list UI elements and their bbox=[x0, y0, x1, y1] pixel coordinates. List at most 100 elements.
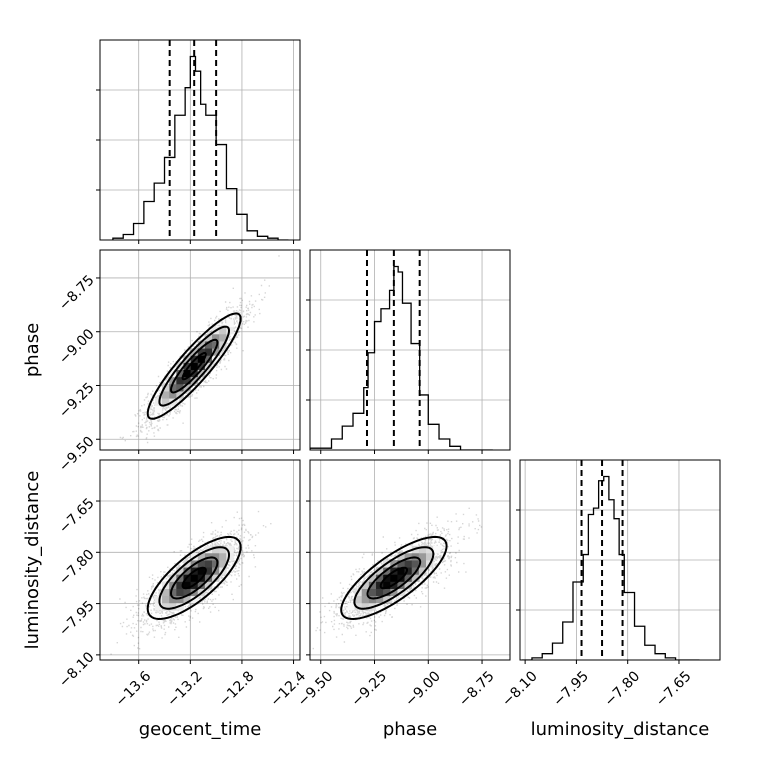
x-tick-label: −8.10 bbox=[499, 668, 541, 710]
density-cell bbox=[212, 545, 220, 554]
density-cell bbox=[212, 348, 220, 356]
x-axis-label-luminosity_distance: luminosity_distance bbox=[531, 719, 710, 740]
x-tick-label: −12.8 bbox=[216, 668, 258, 710]
density-cell bbox=[154, 602, 163, 611]
density-cell bbox=[169, 391, 177, 399]
contour bbox=[169, 556, 219, 600]
density-cell bbox=[176, 595, 184, 604]
density-cell bbox=[162, 391, 170, 399]
panel-phase-luminosity_distance: −9.50 −9.25 −9.00 −8.75 bbox=[295, 459, 511, 710]
density-cell bbox=[376, 588, 384, 597]
density-cell bbox=[390, 588, 398, 597]
density-cell bbox=[190, 376, 199, 385]
density-cell bbox=[176, 574, 184, 582]
density-cell bbox=[190, 595, 199, 604]
y-tick-label: −9.00 bbox=[56, 326, 98, 368]
density-cell bbox=[212, 552, 220, 561]
contour bbox=[158, 546, 231, 610]
density-cell bbox=[204, 560, 213, 568]
density-cell bbox=[390, 574, 398, 582]
density-cell bbox=[183, 588, 191, 597]
density-cell bbox=[183, 595, 191, 604]
density-cell bbox=[219, 545, 227, 554]
axes-frame bbox=[519, 459, 721, 661]
density-cell bbox=[376, 595, 384, 604]
x-tick-label: −9.00 bbox=[402, 668, 444, 710]
density-cell bbox=[197, 362, 206, 371]
density-cell bbox=[176, 588, 184, 597]
density-cell bbox=[183, 362, 191, 371]
density-cell bbox=[404, 545, 413, 554]
density-cell bbox=[176, 369, 184, 378]
density-cell bbox=[433, 545, 441, 554]
density-cell bbox=[219, 552, 227, 561]
density-cell bbox=[383, 588, 391, 597]
density-cell bbox=[404, 560, 413, 568]
density-cell bbox=[212, 333, 220, 342]
gridlines bbox=[310, 250, 510, 450]
density-cell bbox=[404, 581, 413, 589]
y-tick-label: −7.95 bbox=[56, 598, 98, 640]
density-cell bbox=[190, 348, 199, 356]
density-cell bbox=[226, 552, 234, 561]
density-cell bbox=[376, 574, 384, 582]
density-cell bbox=[162, 398, 170, 406]
y-tick-label: −8.75 bbox=[56, 272, 98, 314]
contour bbox=[146, 312, 242, 420]
density-cell bbox=[212, 560, 220, 568]
density-cell bbox=[204, 581, 213, 589]
panel-phase-phase bbox=[306, 249, 511, 454]
density-cell bbox=[190, 574, 199, 582]
density-cell bbox=[404, 574, 413, 582]
density-cell bbox=[368, 595, 377, 604]
y-axis-label-phase: phase bbox=[22, 323, 43, 377]
gridlines bbox=[100, 250, 300, 450]
contour bbox=[353, 546, 435, 610]
density-cell bbox=[212, 341, 220, 349]
density-cell bbox=[219, 333, 227, 342]
density-cell bbox=[197, 341, 206, 349]
panel-geocent_time-luminosity_distance: −13.6 −13.2 −12.8 −12.4−8.10−7.95−7.80−7.65 bbox=[56, 459, 309, 710]
density-cell bbox=[418, 567, 427, 575]
x-tick-label: −8.75 bbox=[456, 668, 498, 710]
density-cell bbox=[376, 602, 384, 611]
axes-frame bbox=[309, 459, 511, 661]
density-cell bbox=[361, 581, 370, 589]
density-cell bbox=[368, 574, 377, 582]
scatter-density bbox=[310, 507, 483, 652]
contour bbox=[158, 325, 231, 407]
contour bbox=[366, 556, 422, 600]
density-cell bbox=[383, 595, 391, 604]
x-tick-label: −13.2 bbox=[164, 668, 206, 710]
contour bbox=[169, 338, 219, 394]
density-cell bbox=[176, 567, 184, 575]
y-tick-label: −7.65 bbox=[56, 495, 98, 537]
x-tick-label: −7.95 bbox=[550, 668, 592, 710]
y-tick-label: −9.25 bbox=[56, 380, 98, 422]
axes-frame bbox=[309, 249, 511, 451]
density-cell bbox=[176, 581, 184, 589]
density-cell bbox=[176, 383, 184, 392]
y-tick-label: −8.10 bbox=[56, 649, 98, 691]
contour bbox=[181, 352, 207, 381]
x-tick-label: −13.6 bbox=[113, 668, 155, 710]
density-cell bbox=[219, 560, 227, 568]
gridlines bbox=[520, 460, 720, 660]
density-cell bbox=[197, 567, 206, 575]
density-cell bbox=[404, 567, 413, 575]
density-cell bbox=[197, 355, 206, 363]
density-cell bbox=[404, 552, 413, 561]
density-cell bbox=[162, 595, 170, 604]
density-cell bbox=[368, 588, 377, 597]
density-cell bbox=[397, 567, 405, 575]
scatter-density bbox=[119, 255, 280, 450]
density-cell bbox=[204, 567, 213, 575]
density-cell bbox=[361, 602, 370, 611]
density-cell bbox=[169, 383, 177, 392]
density-cell bbox=[411, 574, 420, 582]
density-cell bbox=[212, 574, 220, 582]
density-cell bbox=[183, 376, 191, 385]
density-cell bbox=[219, 326, 227, 335]
contour bbox=[146, 535, 242, 621]
